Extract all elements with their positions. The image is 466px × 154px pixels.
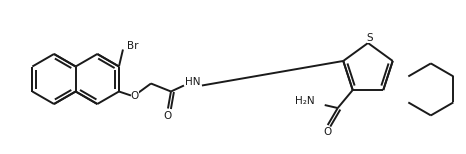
- Text: O: O: [164, 111, 172, 120]
- Text: S: S: [367, 33, 373, 43]
- Text: H₂N: H₂N: [295, 96, 315, 106]
- Text: O: O: [323, 127, 332, 137]
- Text: O: O: [131, 91, 139, 101]
- Text: Br: Br: [127, 41, 139, 51]
- Text: HN: HN: [185, 77, 201, 87]
